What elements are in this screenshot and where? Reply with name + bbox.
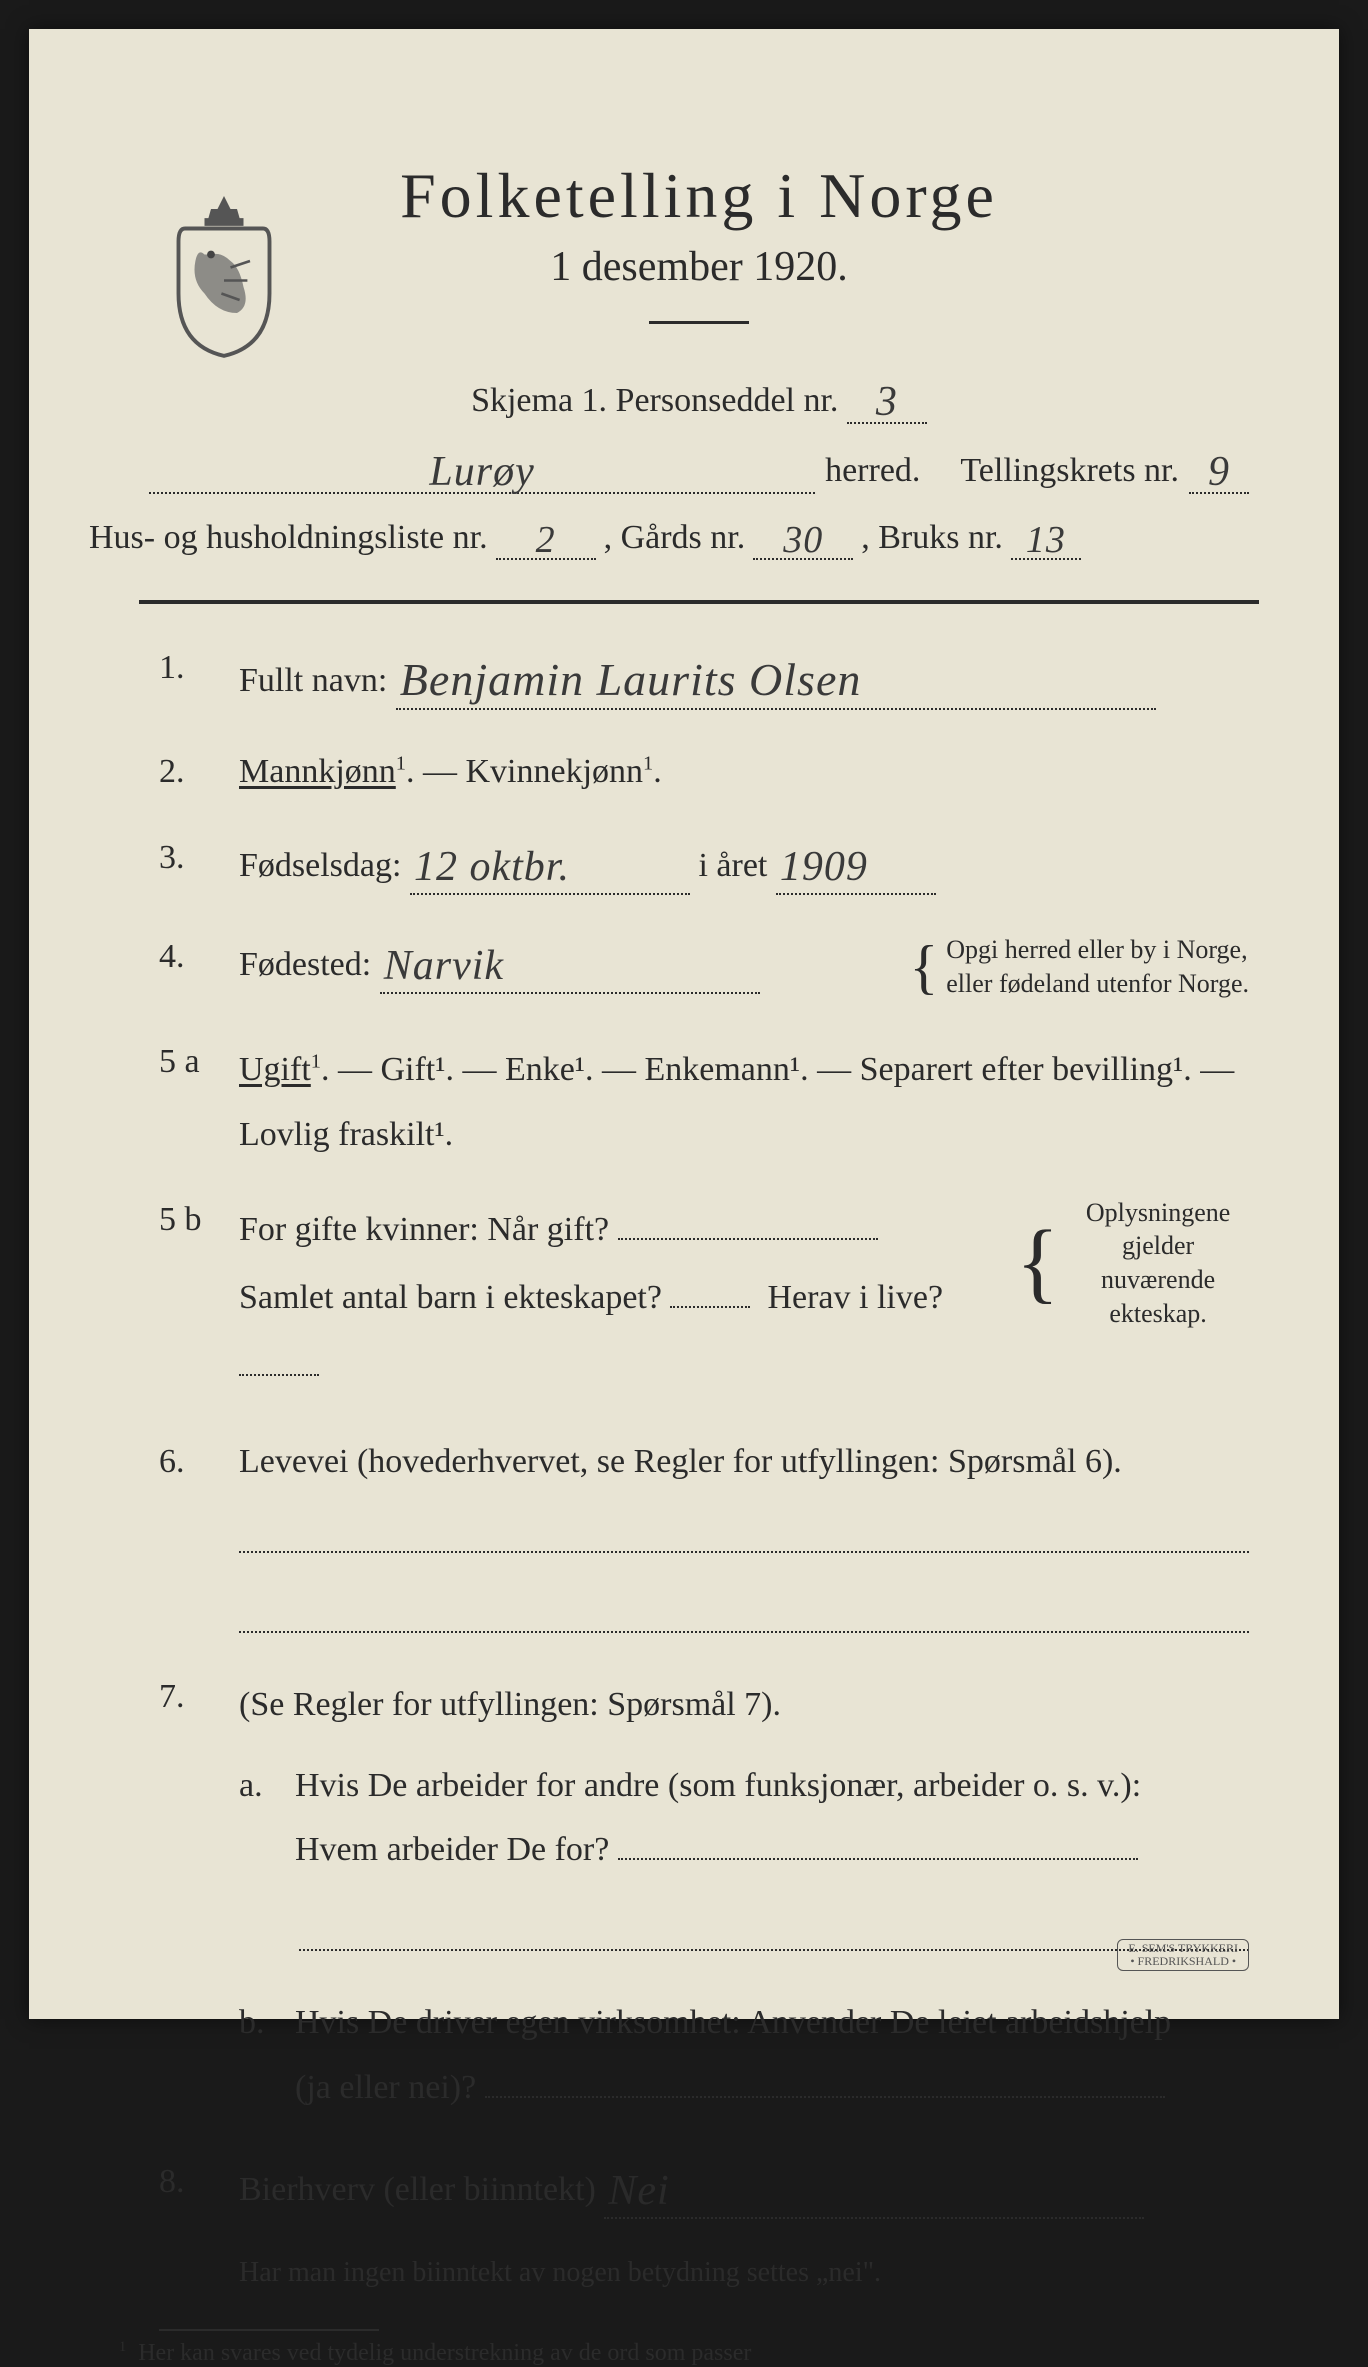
q8-value: Nei [608,2168,669,2214]
q5a-line2: Lovlig fraskilt¹. [239,1116,453,1153]
q3-year-label: i året [698,847,767,884]
q5b-num: 5 b [159,1196,219,1400]
skjema-label: Skjema 1. Personseddel nr. [471,382,838,419]
q8-label: Bierhverv (eller biinntekt) [239,2171,596,2208]
hus-nr: 2 [536,519,556,561]
tellingskrets-label: Tellingskrets nr. [960,452,1179,490]
printer-line1: E. SEM'S TRYKKERI [1128,1942,1238,1955]
footnote-separator [159,2329,379,2331]
main-divider [139,600,1259,604]
q7a-letter: a. [239,1754,275,1883]
q2-num: 2. [159,748,219,796]
q1-label: Fullt navn: [239,662,387,699]
main-title: Folketelling i Norge [149,159,1249,233]
q6-line2 [239,1593,1249,1633]
printer-line2: • FREDRIKSHALD • [1128,1955,1238,1968]
footnote: 1 Her kan svares ved tydelig understrekn… [119,2339,1249,2367]
q6-label: Levevei (hovederhvervet, se Regler for u… [239,1443,1122,1480]
q5a-rest: . — Gift¹. — Enke¹. — Enkemann¹. — Separ… [321,1051,1234,1088]
herred-value: Lurøy [429,449,534,495]
q5b-note: { Oplysningene gjelder nuværende ekteska… [1016,1196,1249,1331]
q2-mann: Mannkjønn [239,753,396,790]
q7a-text1: Hvis De arbeider for andre (som funksjon… [295,1767,1141,1804]
q8-num: 8. [159,2158,219,2219]
q1-value: Benjamin Laurits Olsen [400,654,862,705]
q5a-ugift: Ugift [239,1051,311,1088]
q5b-label1: For gifte kvinner: Når gift? [239,1211,609,1248]
printer-mark: E. SEM'S TRYKKERI • FREDRIKSHALD • [1117,1939,1249,1971]
tellingskrets-nr: 9 [1208,449,1230,495]
q6-num: 6. [159,1438,219,1486]
q3-num: 3. [159,834,219,895]
q5b-note3: ekteskap. [1067,1297,1249,1331]
bruks-nr: 13 [1026,519,1066,561]
q3-year: 1909 [780,844,868,890]
q7a-text2: Hvem arbeider De for? [295,1831,609,1868]
q5b: 5 b For gifte kvinner: Når gift? Samlet … [159,1196,1249,1400]
hus-label: Hus- og husholdningsliste nr. [89,519,488,557]
q4-note1: Opgi herred eller by i Norge, [946,933,1249,967]
footer-text: Har man ingen biinntekt av nogen betydni… [239,2257,1249,2289]
footnote-num: 1 [119,2339,126,2355]
q4-label: Fødested: [239,946,371,983]
q4-num: 4. [159,933,219,1001]
q6-line1 [239,1513,1249,1553]
census-form-page: Folketelling i Norge 1 desember 1920. Sk… [29,29,1339,2019]
q5a-num: 5 a [159,1038,219,1167]
gaards-label: , Gårds nr. [604,519,746,557]
q7b-letter: b. [239,1991,275,2120]
herred-row: Lurøy herred. Tellingskrets nr. 9 [149,444,1249,494]
q3: 3. Fødselsdag: 12 oktbr. i året 1909 [159,834,1249,895]
q8: 8. Bierhverv (eller biinntekt) Nei [159,2158,1249,2219]
bruks-label: , Bruks nr. [861,519,1003,557]
header: Folketelling i Norge 1 desember 1920. Sk… [149,159,1249,560]
q7a-line [299,1911,1249,1951]
personseddel-nr: 3 [876,379,898,425]
q1: 1. Fullt navn: Benjamin Laurits Olsen [159,644,1249,710]
questions: 1. Fullt navn: Benjamin Laurits Olsen 2.… [149,644,1249,2367]
q2-kvinne: — Kvinnekjønn [423,753,643,790]
q5b-label2: Samlet antal barn i ekteskapet? [239,1279,662,1316]
q3-label: Fødselsdag: [239,847,401,884]
hus-row: Hus- og husholdningsliste nr. 2 , Gårds … [89,514,1259,560]
q5b-note2: gjelder nuværende [1067,1229,1249,1297]
q1-num: 1. [159,644,219,710]
q3-day: 12 oktbr. [414,844,570,890]
footnote-text: Her kan svares ved tydelig understreknin… [138,2340,751,2366]
q7-num: 7. [159,1673,219,1883]
q6: 6. Levevei (hovederhvervet, se Regler fo… [159,1438,1249,1486]
q5b-note1: Oplysningene [1067,1196,1249,1230]
skjema-row: Skjema 1. Personseddel nr. 3 [149,374,1249,424]
q4-note: { Opgi herred eller by i Norge, eller fø… [909,933,1249,1001]
q4: 4. Fødested: Narvik { Opgi herred eller … [159,933,1249,1001]
q7: 7. (Se Regler for utfyllingen: Spørsmål … [159,1673,1249,1883]
q4-note2: eller fødeland utenfor Norge. [946,967,1249,1001]
q7b-text2: (ja eller nei)? [295,2069,476,2106]
herred-label: herred. [825,452,920,490]
q2: 2. Mannkjønn1. — Kvinnekjønn1. [159,748,1249,796]
coat-of-arms-icon [159,189,289,359]
title-divider [649,321,749,324]
q5b-label3: Herav i live? [767,1279,943,1316]
gaards-nr: 30 [783,519,823,561]
q5a: 5 a Ugift1. — Gift¹. — Enke¹. — Enkemann… [159,1038,1249,1167]
q7b: b. Hvis De driver egen virksomhet: Anven… [159,1991,1249,2120]
q7b-text1: Hvis De driver egen virksomhet: Anvender… [295,2004,1171,2041]
q7-label: (Se Regler for utfyllingen: Spørsmål 7). [239,1686,781,1723]
subtitle-date: 1 desember 1920. [149,243,1249,291]
q4-value: Narvik [384,943,504,989]
